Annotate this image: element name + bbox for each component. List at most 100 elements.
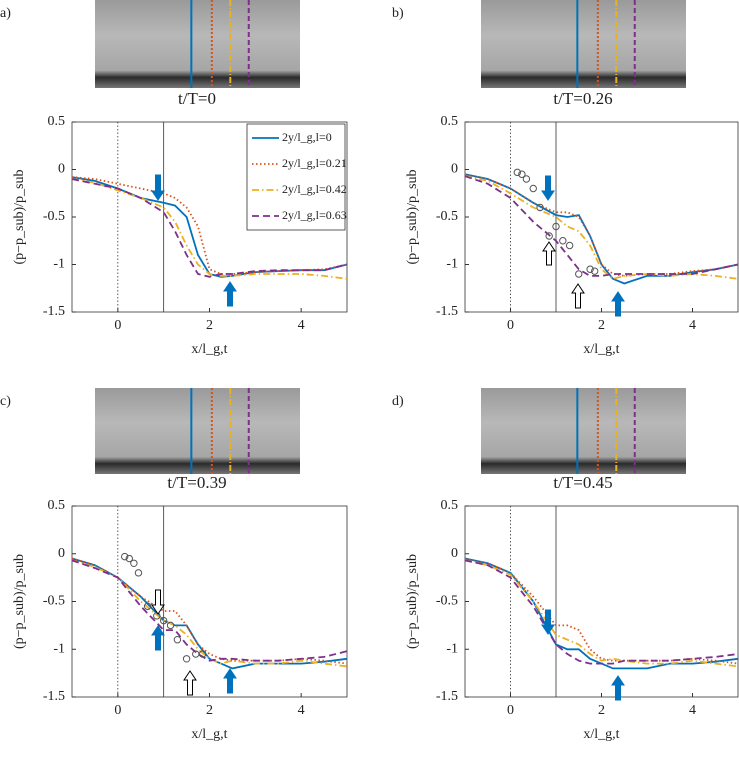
legend-label: 2y/l_g,l=0.42 [282,182,347,196]
x-tick-label: 0 [507,318,514,333]
arrow [571,283,585,309]
data-point [529,184,537,193]
axes-frame [464,121,739,313]
legend-box [246,123,346,231]
x-tick-label: 4 [298,703,305,718]
x-tick-label: 2 [598,703,605,718]
series-line [464,175,739,280]
data-point [513,168,522,177]
data-point [536,203,544,212]
arrow [611,291,625,317]
y-axis-label: (p−p_sub)/p_sub [405,169,420,264]
arrow [151,625,165,651]
chart-title: t/T=0.39 [167,473,226,492]
series-line [71,557,348,665]
data-point [518,170,526,178]
y-tick-label: -1.5 [43,689,65,704]
data-point [182,655,191,663]
data-point [586,265,594,273]
data-point [545,232,553,240]
y-tick-label: -0.5 [43,594,65,609]
y-tick-label: 0.5 [441,114,459,129]
chart-title: t/T=0 [178,89,216,108]
data-point [125,554,133,563]
panel-label: c) [0,394,11,409]
x-axis-label: x/l_g,t [583,342,619,357]
y-tick-label: 0.5 [48,114,66,129]
y-axis-label: (p−p_sub)/p_sub [12,169,27,264]
arrow [223,668,237,694]
y-tick-label: -1 [53,257,65,272]
series-line [71,176,348,275]
x-tick-label: 2 [206,318,213,333]
panel-label: a) [0,6,11,21]
y-tick-label: 0 [58,546,65,561]
arrow [223,281,237,307]
x-tick-label: 2 [598,318,605,333]
panel-label: d) [392,394,404,409]
x-tick-label: 4 [689,318,696,333]
series-line [464,557,739,665]
series-line [464,559,739,665]
arrow [611,675,625,701]
data-point [552,222,560,231]
y-axis-label: (p−p_sub)/p_sub [405,554,420,649]
chart-title: t/T=0.45 [553,473,612,492]
axes-frame [71,505,348,698]
x-tick-label: 2 [206,703,213,718]
arrow [183,670,197,696]
data-point [565,241,574,250]
data-point [173,636,182,644]
x-tick-label: 0 [507,703,514,718]
arrow [151,174,165,201]
series-line [464,173,739,277]
data-point [198,650,207,658]
data-point [143,602,152,610]
data-point [121,552,129,561]
series-line [464,175,739,277]
arrow [542,241,556,266]
data-point [159,616,168,625]
y-tick-label: -1 [446,257,458,272]
series-line [464,559,739,668]
y-tick-label: 0.5 [48,498,66,513]
y-tick-label: -0.5 [436,594,458,609]
series-line [71,178,348,278]
y-tick-label: -1 [446,641,458,656]
x-axis-label: x/l_g,t [583,727,619,742]
y-tick-label: 0 [58,162,65,177]
arrow [541,175,555,201]
legend-label: 2y/l_g,l=0.21 [282,156,347,170]
axes-frame [464,505,739,698]
y-tick-label: -1.5 [436,689,458,704]
y-tick-label: -0.5 [436,209,458,224]
x-axis-label: x/l_g,t [191,342,227,357]
y-tick-label: 0 [451,546,458,561]
series-line [464,557,739,670]
photo [481,0,686,88]
photo [481,388,686,474]
photo [95,0,300,88]
data-point [559,237,567,245]
x-tick-label: 0 [114,318,121,333]
legend: 2y/l_g,l=0 2y/l_g,l=0.21 2y/l_g,l=0.42 2y/l… [246,123,347,231]
data-point [130,559,138,567]
arrow [151,589,165,615]
data-point [522,175,531,183]
x-tick-label: 4 [298,318,305,333]
data-point [134,569,143,577]
y-tick-label: 0 [451,162,458,177]
y-tick-label: -1.5 [43,304,65,319]
y-tick-label: -0.5 [43,209,65,224]
legend-label: 2y/l_g,l=0 [282,130,332,144]
chart-title: t/T=0.26 [553,89,612,108]
x-tick-label: 0 [114,703,121,718]
x-tick-label: 4 [689,703,696,718]
panel-label: b) [392,6,404,21]
series-line [71,559,348,668]
y-tick-label: -1 [53,641,65,656]
photo [95,388,300,474]
data-point [166,621,175,630]
data-point [575,270,583,278]
arrow [541,609,555,635]
